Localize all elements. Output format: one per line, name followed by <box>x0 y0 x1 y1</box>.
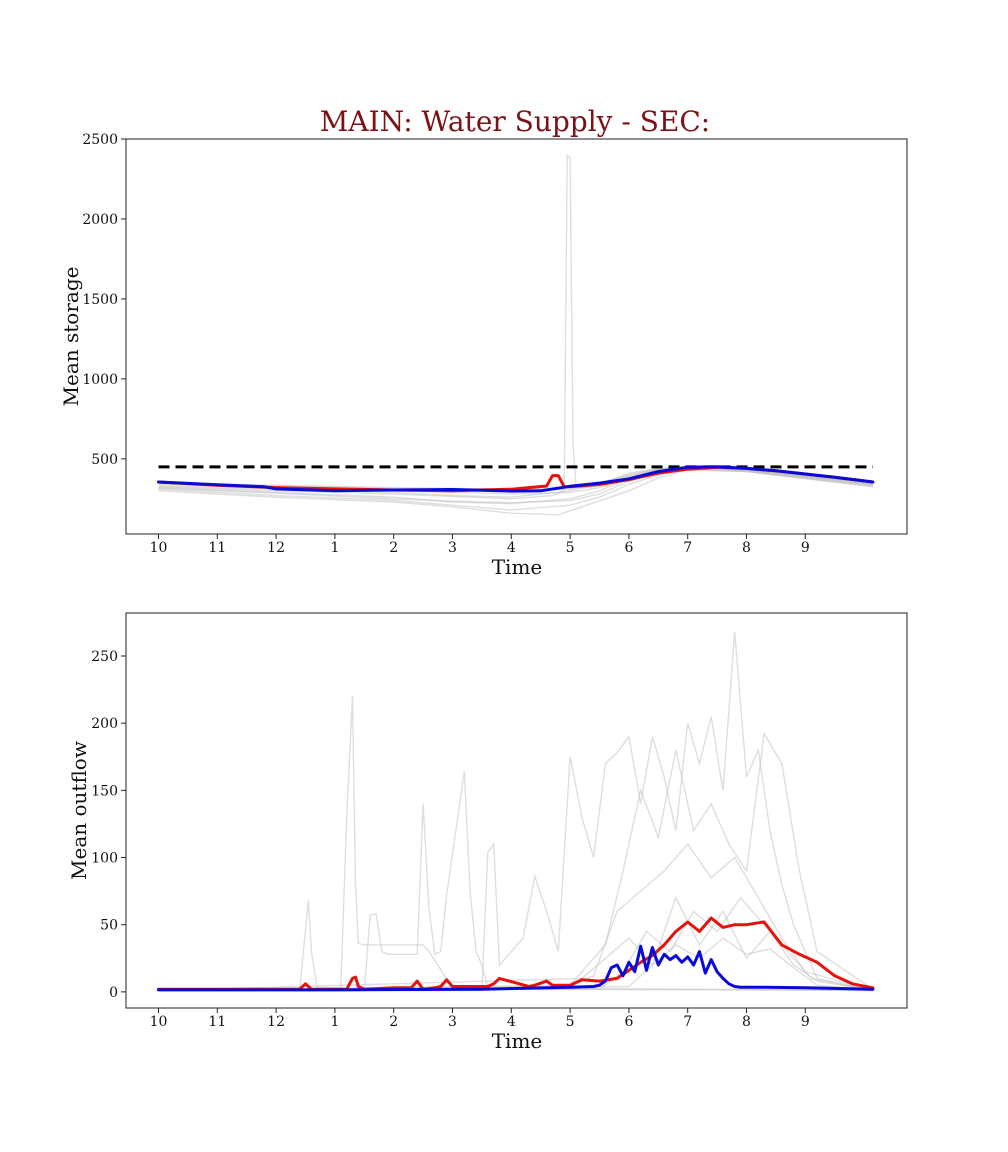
storage-background-runs <box>158 153 873 516</box>
x-tick-label: 1 <box>330 1014 339 1030</box>
y-tick-label: 100 <box>91 851 118 867</box>
background-run-line <box>158 469 873 516</box>
x-tick-label: 5 <box>566 540 575 556</box>
outflow-plot-frame <box>125 612 908 1009</box>
storage-x-axis-label: Time <box>492 555 543 579</box>
x-tick-label: 2 <box>389 1014 398 1030</box>
background-run-line <box>158 771 873 992</box>
x-tick-label: 9 <box>801 540 810 556</box>
x-tick-label: 7 <box>683 540 692 556</box>
blue-series-line <box>157 465 875 493</box>
background-run-line <box>158 731 874 992</box>
x-tick-label: 12 <box>267 540 285 556</box>
y-tick-label: 200 <box>91 716 118 732</box>
y-tick-label: 500 <box>91 452 118 468</box>
x-tick-label: 8 <box>742 540 751 556</box>
background-run-line <box>158 631 874 992</box>
x-tick-label: 12 <box>267 1014 285 1030</box>
storage-y-axis-label: Mean storage <box>59 267 83 407</box>
x-tick-label: 10 <box>150 1014 168 1030</box>
y-tick-label: 50 <box>100 918 118 934</box>
x-tick-label: 2 <box>389 540 398 556</box>
x-tick-label: 1 <box>330 540 339 556</box>
y-tick-label: 250 <box>91 649 118 665</box>
x-tick-label: 10 <box>150 540 168 556</box>
background-run-line <box>158 896 874 992</box>
outflow-x-axis-label: Time <box>492 1029 543 1053</box>
outflow-y-axis-label: Mean outflow <box>67 741 91 880</box>
x-tick-label: 5 <box>566 1014 575 1030</box>
storage-x-axis: 10 11 12 1 2 3 4 5 6 7 8 9 <box>150 534 810 556</box>
outflow-x-axis: 10 11 12 1 2 3 4 5 6 7 8 9 <box>150 1008 810 1030</box>
x-tick-label: 3 <box>448 540 457 556</box>
x-tick-label: 9 <box>801 1014 810 1030</box>
background-run-line <box>158 937 873 992</box>
x-tick-label: 6 <box>624 1014 633 1030</box>
y-tick-label: 150 <box>91 783 118 799</box>
x-tick-label: 7 <box>683 1014 692 1030</box>
background-run-line <box>158 696 873 992</box>
background-run-line <box>158 896 874 992</box>
x-tick-label: 3 <box>448 1014 457 1030</box>
red-series-line <box>157 916 875 991</box>
outflow-background-runs <box>158 631 874 992</box>
y-tick-label: 2000 <box>82 212 118 228</box>
x-tick-label: 6 <box>624 540 633 556</box>
blue-series-line <box>157 944 875 992</box>
x-tick-label: 11 <box>208 540 226 556</box>
background-run-line <box>158 842 874 992</box>
storage-highlight-lines <box>157 465 875 493</box>
x-tick-label: 4 <box>507 540 516 556</box>
y-tick-label: 0 <box>109 985 118 1001</box>
outflow-highlight-lines <box>157 916 875 992</box>
x-tick-label: 8 <box>742 1014 751 1030</box>
storage-y-axis: 500 1000 1500 2000 2500 <box>82 132 126 468</box>
x-tick-label: 11 <box>208 1014 226 1030</box>
x-tick-label: 4 <box>507 1014 516 1030</box>
outflow-y-axis: 0 50 100 150 200 250 <box>91 649 126 1001</box>
y-tick-label: 2500 <box>82 132 118 148</box>
background-run-line <box>158 153 873 500</box>
y-tick-label: 1500 <box>82 292 118 308</box>
y-tick-label: 1000 <box>82 372 118 388</box>
chart-title: MAIN: Water Supply - SEC: <box>320 105 711 138</box>
storage-plot-frame <box>125 138 908 535</box>
